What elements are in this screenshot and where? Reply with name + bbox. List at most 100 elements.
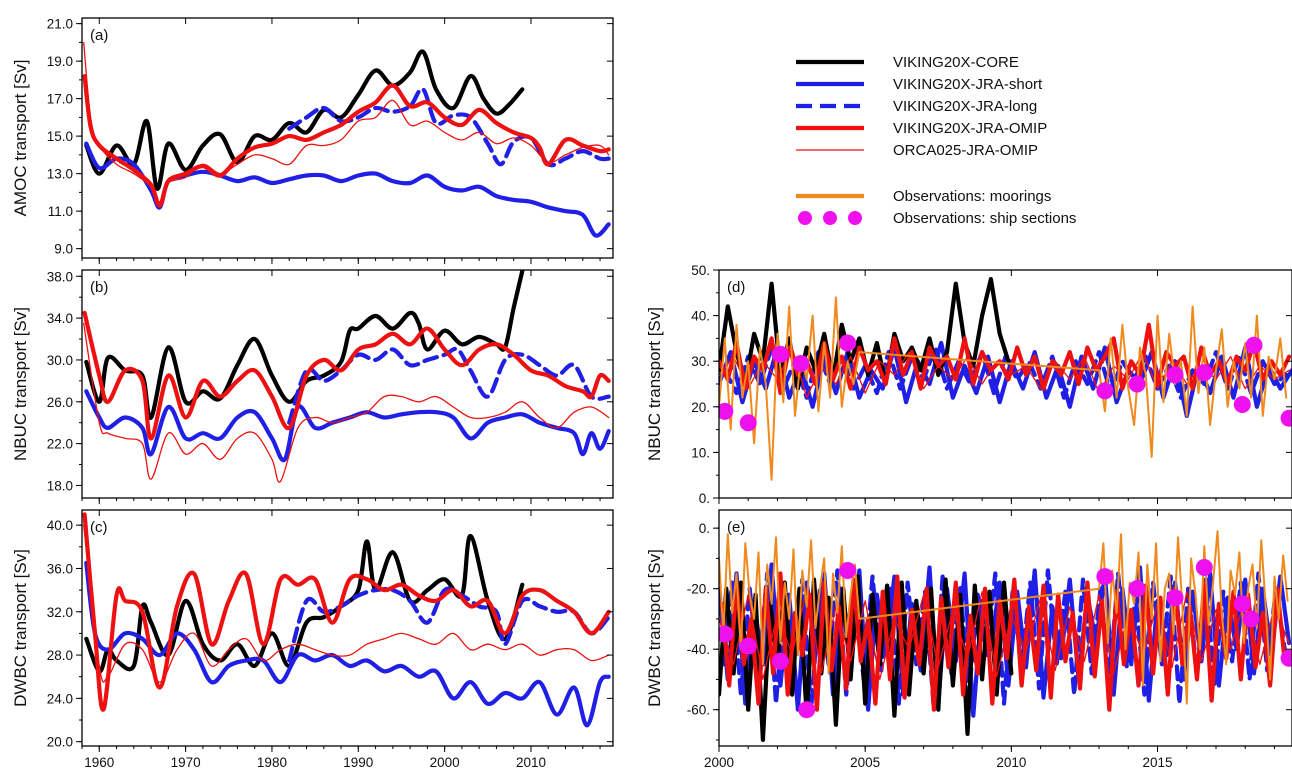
- y-tick-label: 40.0: [47, 518, 73, 533]
- ship-section-point: [1245, 336, 1263, 354]
- y-tick-label: 30.: [691, 354, 710, 369]
- panel-label: (c): [90, 519, 108, 536]
- y-tick-label: 38.0: [47, 269, 73, 284]
- panel-c-dwbc: 20.0 24.0 28.0 32.0 36.0 40.0 1960 1970 1980 1990…: [11, 509, 614, 770]
- y-tick-label: 13.0: [47, 167, 73, 182]
- plot-area: [82, 512, 611, 728]
- ship-section-point: [1166, 589, 1184, 607]
- y-tick-label: -20.: [687, 582, 710, 597]
- ship-section-point: [1195, 364, 1213, 382]
- ship-section-point: [739, 414, 757, 432]
- series-line-observations-moorings: [719, 296, 1288, 481]
- y-axis-label: DWBC transport [Sv]: [11, 549, 30, 707]
- x-tick-label: 1970: [171, 755, 201, 770]
- legend-label: VIKING20X-JRA-long: [893, 98, 1037, 115]
- y-tick-label: 40.: [691, 309, 710, 324]
- panel-d-nbuc-recent: 0. 10. 20. 30. 40. 50. (d) NBUC transport [Sv]: [645, 263, 1292, 506]
- axes-frame: [718, 509, 1292, 747]
- legend-item-viking20x-jra-long: VIKING20X-JRA-long: [796, 98, 1037, 115]
- ship-section-point: [1195, 558, 1213, 576]
- series-line-viking20x-jra-omip: [82, 310, 611, 441]
- legend-item-observations-ship-sections: Observations: ship sections: [798, 210, 1076, 227]
- ship-section-point: [798, 701, 816, 719]
- y-tick-label: 20.0: [47, 735, 73, 750]
- ship-section-point: [1233, 595, 1251, 613]
- plot-area: [82, 270, 611, 483]
- panel-label: (d): [727, 279, 745, 296]
- series-line-orca025-jra-omip: [83, 322, 610, 483]
- x-tick-label: 2010: [996, 755, 1026, 770]
- ship-section-point: [839, 562, 857, 580]
- ship-section-point: [739, 637, 757, 655]
- panel-b-nbuc: 18.0 22.0 26.0 30.0 34.0 38.0 (b) NBUC transpor…: [11, 269, 614, 504]
- y-tick-label: 15.0: [47, 129, 73, 144]
- plot-area: [719, 530, 1292, 742]
- y-tick-label: 22.0: [47, 437, 73, 452]
- ship-section-point: [1096, 568, 1114, 586]
- y-axis-label: DWBC transport [Sv]: [645, 549, 664, 707]
- ship-section-point: [1242, 610, 1260, 628]
- plot-area: [82, 41, 611, 238]
- x-tick-label: 2005: [850, 755, 880, 770]
- ship-section-point: [1166, 366, 1184, 384]
- x-tick-label: 2015: [1142, 755, 1172, 770]
- series-line-viking20x-jra-short: [84, 389, 611, 463]
- y-axis-label: NBUC transport [Sv]: [11, 307, 30, 461]
- y-tick-label: 26.0: [47, 395, 73, 410]
- y-tick-label: 19.0: [47, 54, 73, 69]
- legend-label: VIKING20X-JRA-OMIP: [893, 120, 1047, 137]
- axes-frame: [81, 509, 614, 747]
- ship-section-point: [1233, 396, 1251, 414]
- series-line-viking20x-jra-short: [84, 560, 611, 728]
- y-tick-label: 9.0: [54, 242, 73, 257]
- series-line-orca025-jra-omip: [83, 524, 610, 683]
- legend-label: Observations: ship sections: [893, 210, 1076, 227]
- y-tick-label: 0.: [699, 521, 710, 536]
- panel-a-amoc: 9.0 11.0 13.0 15.0 17.0 19.0 21.0 (a) AMOC trans…: [11, 17, 614, 264]
- y-tick-label: 18.0: [47, 478, 73, 493]
- y-tick-label: 28.0: [47, 648, 73, 663]
- ship-section-point: [1280, 649, 1292, 667]
- legend-label: Observations: moorings: [893, 188, 1051, 205]
- plot-area: [719, 277, 1292, 481]
- series-line-orca025-jra-omip: [719, 346, 1290, 399]
- legend-item-observations-moorings: Observations: moorings: [796, 188, 1051, 205]
- series-line-orca025-jra-omip: [83, 41, 610, 203]
- y-tick-label: 21.0: [47, 17, 73, 32]
- series-line-viking20x-core: [84, 49, 525, 191]
- ship-section-point: [1096, 382, 1114, 400]
- series-line-viking20x-jra-omip: [719, 571, 1287, 712]
- x-tick-label: 2010: [516, 755, 546, 770]
- y-tick-label: -60.: [687, 703, 710, 718]
- ship-section-point: [719, 625, 734, 643]
- series-line-viking20x-core: [84, 270, 525, 420]
- y-tick-label: -40.: [687, 642, 710, 657]
- x-tick-label: 1960: [84, 755, 114, 770]
- legend-item-viking20x-jra-omip: VIKING20X-JRA-OMIP: [796, 120, 1047, 137]
- legend-item-orca025-jra-omip: ORCA025-JRA-OMIP: [796, 142, 1038, 159]
- legend: VIKING20X-CORE VIKING20X-JRA-short VIKING2…: [796, 54, 1076, 227]
- panel-label: (e): [727, 519, 745, 536]
- ship-section-point: [1128, 375, 1146, 393]
- y-tick-label: 11.0: [48, 204, 73, 219]
- y-tick-label: 24.0: [47, 691, 73, 706]
- y-axis-label: AMOC transport [Sv]: [11, 60, 30, 217]
- ship-section-point: [792, 354, 810, 372]
- x-tick-label: 2000: [430, 755, 460, 770]
- panel-label: (a): [90, 27, 108, 44]
- ship-section-point: [719, 402, 734, 420]
- y-tick-label: 10.: [691, 445, 710, 460]
- series-line-orca025-jra-omip: [719, 588, 1290, 681]
- legend-label: VIKING20X-JRA-short: [893, 76, 1043, 93]
- y-tick-label: 20.: [691, 400, 710, 415]
- y-tick-label: 0.: [699, 491, 710, 506]
- legend-label: VIKING20X-CORE: [893, 54, 1019, 71]
- ship-section-point: [839, 334, 857, 352]
- panel-e-dwbc-recent: -60. -40. -20. 0. 2000 2005 2010 2015 (e) DWBC tr…: [645, 509, 1292, 770]
- axes-frame: [81, 269, 614, 499]
- legend-dot: [823, 211, 837, 225]
- x-tick-label: 2000: [704, 755, 734, 770]
- ship-section-point: [1280, 409, 1292, 427]
- x-tick-label: 1990: [343, 755, 373, 770]
